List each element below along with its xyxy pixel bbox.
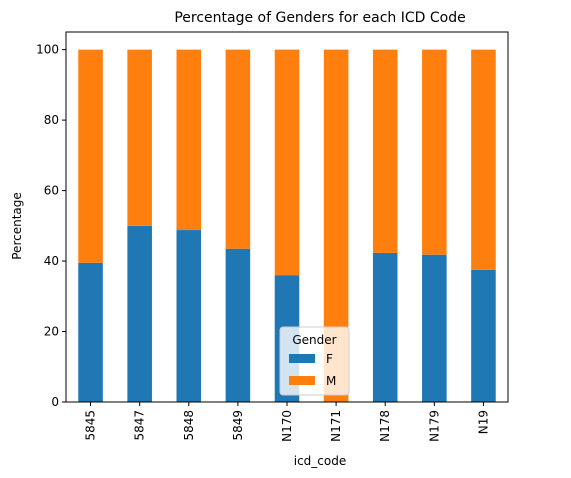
bar-M-N179 — [422, 49, 447, 255]
y-axis-label: Percentage — [10, 192, 24, 260]
bar-M-N170 — [274, 49, 300, 276]
y-tick-label: 40 — [44, 254, 59, 268]
x-tick-label: N178 — [378, 410, 392, 442]
y-tick-label: 80 — [44, 113, 59, 127]
x-tick-label: 5847 — [133, 410, 147, 441]
bar-M-5849 — [225, 49, 251, 249]
legend-title: Gender — [292, 333, 336, 347]
bar-M-N178 — [372, 49, 398, 253]
y-tick-label: 100 — [36, 43, 59, 57]
bar-F-5849 — [225, 248, 251, 402]
legend-swatch-M — [289, 376, 315, 385]
x-tick-label: 5848 — [182, 410, 196, 441]
y-tick-label: 20 — [44, 325, 59, 339]
y-tick-label: 60 — [44, 184, 59, 198]
bar-M-N19 — [471, 49, 496, 270]
bar-F-N179 — [422, 254, 447, 402]
y-tick-label: 0 — [51, 395, 59, 409]
x-tick-label: 5845 — [84, 410, 98, 441]
y-ticks-group: 0 20 40 60 80 100 — [36, 43, 66, 409]
x-tick-label: 5849 — [231, 410, 245, 441]
legend: Gender FM — [279, 326, 350, 396]
x-axis-label: icd_code — [294, 454, 347, 468]
x-tick-label: N171 — [329, 410, 343, 442]
x-tick-label: N19 — [476, 410, 490, 434]
bar-F-5847 — [127, 225, 152, 402]
legend-swatch-F — [289, 354, 315, 363]
bar-F-N19 — [471, 269, 496, 402]
bar-M-5845 — [78, 49, 103, 263]
legend-label-F: F — [326, 352, 333, 366]
bar-F-N178 — [372, 252, 398, 402]
bar-F-5848 — [176, 230, 202, 402]
legend-label-M: M — [326, 374, 336, 388]
bar-M-5847 — [127, 49, 152, 226]
x-tick-label: N179 — [427, 410, 441, 442]
x-ticks-group: 5845 5847 5848 5849 N170 N171 N178 N179 N19 — [84, 402, 490, 442]
bar-M-5848 — [176, 49, 202, 231]
chart-title: Percentage of Genders for each ICD Code — [174, 10, 465, 26]
bars-group — [78, 49, 496, 402]
bar-F-5845 — [78, 262, 103, 402]
x-tick-label: N170 — [280, 410, 294, 442]
